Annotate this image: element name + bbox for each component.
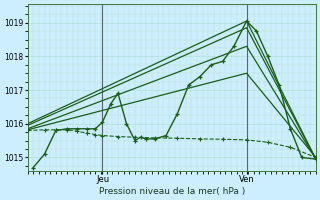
- X-axis label: Pression niveau de la mer( hPa ): Pression niveau de la mer( hPa ): [99, 187, 245, 196]
